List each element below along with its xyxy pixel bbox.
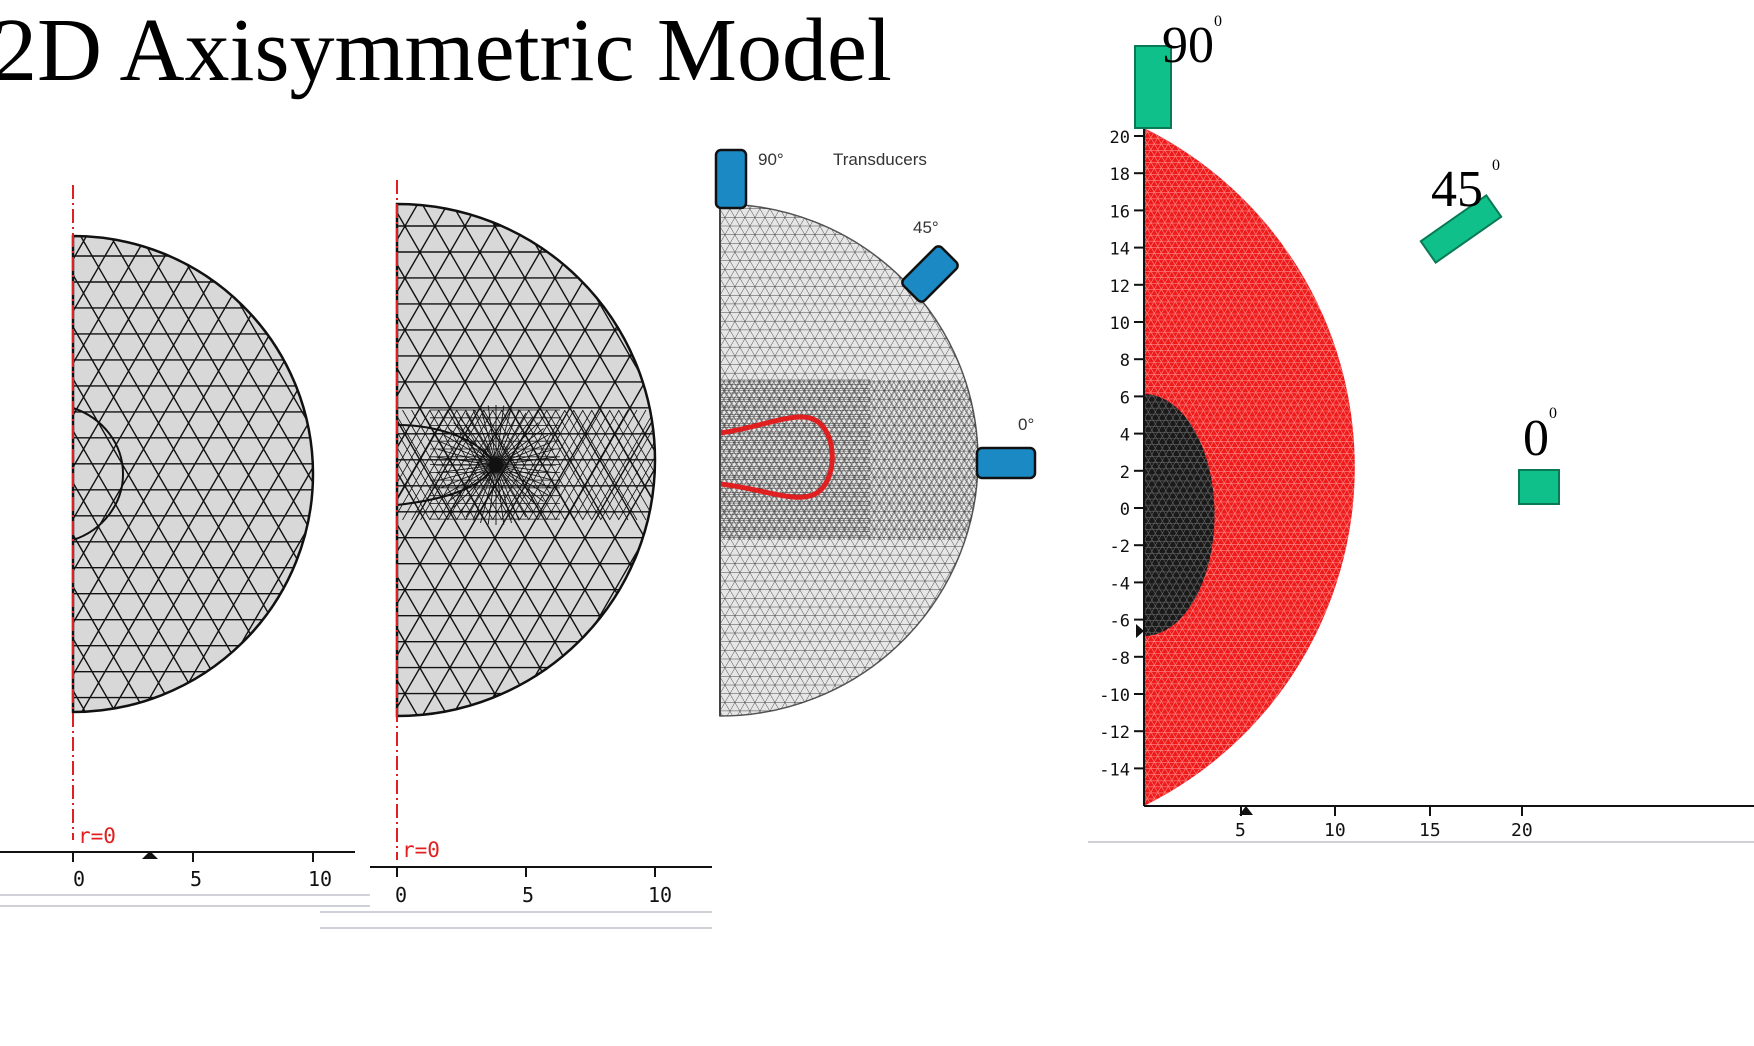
y-tick-label: -6: [1110, 612, 1130, 632]
page-title: 2D Axisymmetric Model: [0, 1, 892, 100]
triangular-mesh: [397, 204, 655, 716]
transducer-90-icon: [714, 148, 748, 210]
y-tick-label: 4: [1120, 426, 1130, 446]
transducer-0-icon: [975, 446, 1037, 480]
tick-label: 0: [395, 883, 407, 907]
mesh-lines: [73, 236, 313, 712]
mesh-panel-transducers: 90° Transducers 45° 0°: [714, 148, 1037, 717]
y-tick-label: -14: [1099, 760, 1130, 780]
transducer-label-45: 45°: [913, 218, 939, 237]
y-tick-label: 8: [1120, 351, 1130, 371]
tick-label: 10: [648, 883, 672, 907]
y-tick-label: 18: [1110, 165, 1130, 185]
y-tick-label: -8: [1110, 649, 1130, 669]
axis-label: r=0: [78, 824, 116, 848]
tick-label: 10: [308, 867, 332, 891]
x-tick-label: 10: [1324, 820, 1346, 841]
y-tick-label: 10: [1110, 314, 1130, 334]
left-marker-icon: [1136, 624, 1144, 638]
transducer-0-icon: [1518, 469, 1560, 505]
angle-label-90: 90: [1162, 17, 1214, 74]
inner-black-region: [1144, 394, 1215, 636]
axis-label: r=0: [402, 838, 440, 862]
transducer-label-0: 0°: [1018, 415, 1034, 434]
red-domain: [1144, 128, 1355, 806]
r-axis-ticks: 0 5 10: [72, 852, 332, 891]
y-tick-label: -10: [1099, 686, 1130, 706]
y-tick-label: -4: [1110, 574, 1130, 594]
degree-superscript: 0: [1549, 405, 1557, 422]
mesh-refinement: [436, 405, 556, 525]
y-tick-label: 16: [1110, 202, 1130, 222]
y-tick-label: 0: [1120, 500, 1130, 520]
bubble-interface: [719, 414, 835, 500]
angle-label-0: 0: [1523, 410, 1549, 467]
x-tick-label: 15: [1419, 820, 1441, 841]
tick-label: 0: [73, 867, 85, 891]
degree-superscript: 0: [1214, 13, 1222, 30]
x-tick-label: 5: [1235, 820, 1246, 841]
y-tick-label: -12: [1099, 723, 1130, 743]
transducers-heading: Transducers: [833, 150, 927, 169]
axis-marker-icon: [142, 851, 158, 859]
mesh-lines: [720, 204, 978, 716]
degree-superscript: 0: [1492, 157, 1500, 174]
mesh-lines: [720, 379, 978, 541]
triangular-mesh: [73, 236, 313, 712]
r-axis-ticks: 0 5 10: [395, 867, 672, 907]
transducer-45-icon: [901, 245, 959, 303]
transducer-90-icon: [1134, 45, 1172, 129]
y-tick-label: 12: [1110, 277, 1130, 297]
y-tick-label: 14: [1110, 240, 1130, 260]
inner-boundary-curve: [396, 424, 498, 506]
fine-triangular-mesh: [720, 204, 978, 716]
mesh-panel-refined: r=0 0 5 10: [320, 180, 712, 929]
y-tick-label: 6: [1120, 388, 1130, 408]
y-tick-label: 2: [1120, 463, 1130, 483]
transducer-label-90: 90°: [758, 150, 784, 169]
tick-label: 5: [190, 867, 202, 891]
bottom-marker-icon: [1239, 806, 1253, 815]
angle-label-45: 45: [1431, 161, 1483, 218]
inner-boundary-arc: [72, 407, 125, 541]
y-tick-label: 20: [1110, 128, 1130, 148]
x-tick-label: 20: [1511, 820, 1533, 841]
mesh-panel-coarse: r=0 0 5 10: [0, 185, 370, 907]
transducer-45-icon: [1419, 194, 1503, 264]
y-tick-label: -2: [1110, 537, 1130, 557]
x-axis-ticks: 5 10 15 20: [1235, 806, 1533, 841]
tick-label: 5: [522, 883, 534, 907]
